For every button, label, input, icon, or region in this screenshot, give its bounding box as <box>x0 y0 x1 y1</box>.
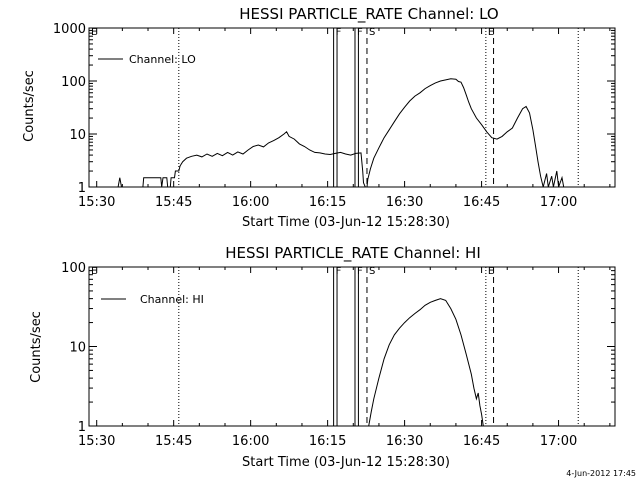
event-marker-label: S <box>369 266 375 277</box>
x-tick-label: 16:30 <box>386 195 423 210</box>
event-marker-label: F <box>336 27 342 38</box>
footer-timestamp: 4-Jun-2012 17:45 <box>566 469 636 478</box>
x-tick-label: 15:45 <box>155 195 192 210</box>
y-tick-label: 10 <box>69 128 86 143</box>
x-tick-label: 17:00 <box>540 434 577 449</box>
x-tick-label: 15:45 <box>155 434 192 449</box>
lo-plot-frame <box>88 27 616 188</box>
y-tick-label: 1 <box>78 181 86 196</box>
event-marker-label: E <box>488 266 494 277</box>
x-tick-label: 16:00 <box>232 434 269 449</box>
lo-legend-label: Channel: LO <box>129 53 196 66</box>
y-tick-label: 100 <box>61 75 86 90</box>
y-tick-label: 1 <box>78 420 86 435</box>
lo-y-axis-label: Counts/sec <box>22 70 37 142</box>
lo-series-line <box>117 78 565 188</box>
hi-axis-ticks: 15:30 15:45 16:00 16:15 16:30 16:45 17:00 1 10 10… <box>61 261 615 449</box>
x-tick-label: 15:30 <box>78 434 115 449</box>
event-marker-label: F <box>336 266 342 277</box>
lo-channel-panel: HESSI PARTICLE_RATE Channel: LO Counts/s… <box>22 5 616 230</box>
hi-plot-frame <box>88 266 616 427</box>
event-marker-label: S <box>369 27 375 38</box>
event-marker-label: E <box>91 27 97 38</box>
x-tick-label: 16:15 <box>309 434 346 449</box>
hi-series-line <box>368 298 484 427</box>
event-marker-label: F <box>357 266 363 277</box>
y-tick-label: 100 <box>61 261 86 276</box>
x-tick-label: 16:45 <box>463 195 500 210</box>
event-marker-label: E <box>91 266 97 277</box>
x-tick-label: 16:15 <box>309 195 346 210</box>
hi-y-axis-label: Counts/sec <box>29 311 44 383</box>
x-tick-label: 16:00 <box>232 195 269 210</box>
x-tick-label: 15:30 <box>78 195 115 210</box>
lo-axis-ticks: 15:30 15:45 16:00 16:15 16:30 16:45 17:00 1 10 10… <box>53 22 615 210</box>
event-marker-label: E <box>488 27 494 38</box>
x-tick-label: 16:30 <box>386 434 423 449</box>
lo-x-axis-label: Start Time (03-Jun-12 15:28:30) <box>242 215 450 230</box>
hi-legend-label: Channel: HI <box>140 293 204 306</box>
hi-x-axis-label: Start Time (03-Jun-12 15:28:30) <box>242 455 450 470</box>
hi-chart-title: HESSI PARTICLE_RATE Channel: HI <box>225 244 481 263</box>
y-tick-label: 1000 <box>53 22 86 37</box>
x-tick-label: 17:00 <box>540 195 577 210</box>
y-tick-label: 10 <box>69 341 86 356</box>
hi-channel-panel: HESSI PARTICLE_RATE Channel: HI Counts/s… <box>29 244 616 470</box>
event-marker-label: F <box>357 27 363 38</box>
lo-chart-title: HESSI PARTICLE_RATE Channel: LO <box>239 5 498 24</box>
x-tick-label: 16:45 <box>463 434 500 449</box>
